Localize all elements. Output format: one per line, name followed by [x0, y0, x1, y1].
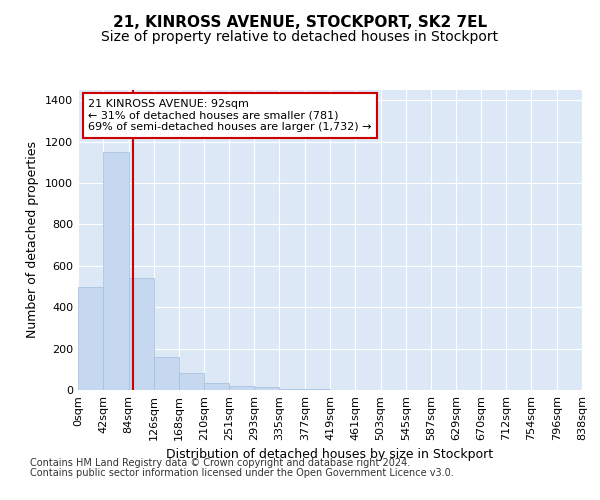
Bar: [280, 389, 305, 390]
Y-axis label: Number of detached properties: Number of detached properties: [26, 142, 40, 338]
Bar: [103, 152, 128, 390]
Bar: [205, 383, 229, 390]
Bar: [128, 278, 154, 390]
Text: 21, KINROSS AVENUE, STOCKPORT, SK2 7EL: 21, KINROSS AVENUE, STOCKPORT, SK2 7EL: [113, 15, 487, 30]
Text: Contains public sector information licensed under the Open Government Licence v3: Contains public sector information licen…: [30, 468, 454, 477]
Bar: [78, 286, 103, 390]
Bar: [229, 386, 254, 390]
Bar: [154, 357, 179, 390]
Text: Size of property relative to detached houses in Stockport: Size of property relative to detached ho…: [101, 30, 499, 44]
Bar: [254, 387, 280, 390]
Bar: [179, 374, 205, 390]
Text: 21 KINROSS AVENUE: 92sqm
← 31% of detached houses are smaller (781)
69% of semi-: 21 KINROSS AVENUE: 92sqm ← 31% of detach…: [88, 99, 371, 132]
X-axis label: Distribution of detached houses by size in Stockport: Distribution of detached houses by size …: [166, 448, 494, 461]
Text: Contains HM Land Registry data © Crown copyright and database right 2024.: Contains HM Land Registry data © Crown c…: [30, 458, 410, 468]
